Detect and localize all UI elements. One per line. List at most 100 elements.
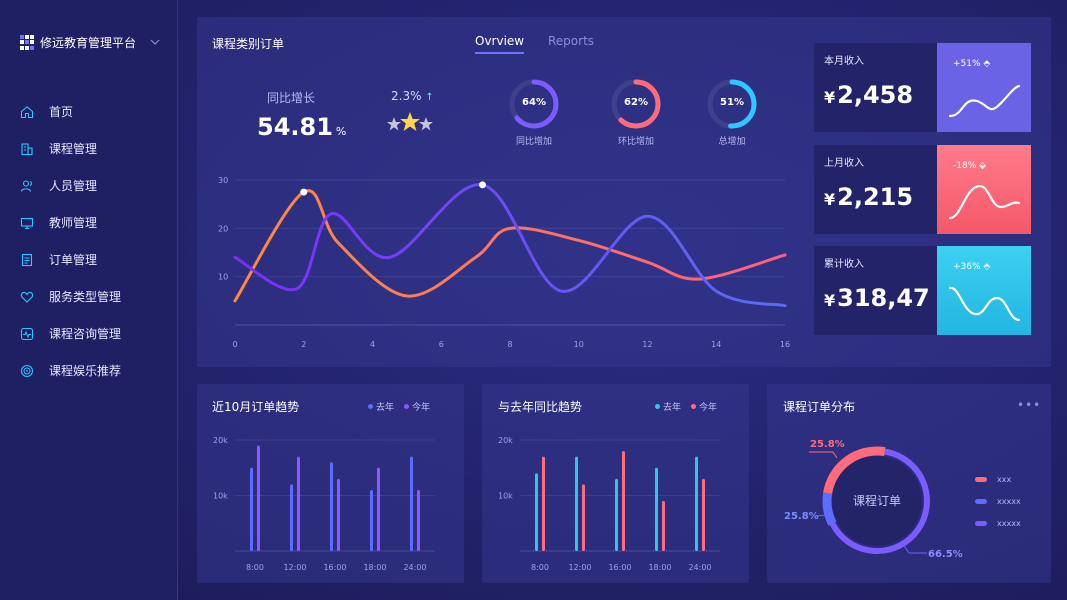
- ring-arc: [509, 79, 559, 129]
- x-tick-label: 24:00: [688, 563, 711, 572]
- legend-dot: [368, 404, 373, 409]
- sidebar-item-users[interactable]: 人员管理: [0, 167, 178, 204]
- legend-dot: [404, 404, 410, 409]
- more-icon[interactable]: •••: [1017, 398, 1042, 412]
- sidebar: 修远教育管理平台 首页 课程管理 人员管理 教师管理 订单管理 服务类型管理: [0, 0, 178, 600]
- ring-label: 总增加: [718, 137, 746, 147]
- document-icon: [21, 253, 33, 266]
- kpi-pct: +36% ⬘: [953, 262, 991, 272]
- bar: [622, 451, 625, 551]
- ring-arc: [707, 79, 757, 129]
- label-leader: [902, 543, 927, 554]
- target-icon: [20, 364, 34, 377]
- pie-legend-item: xxx: [975, 475, 1011, 484]
- pie-panel: [767, 384, 1051, 583]
- x-tick-label: 8:00: [246, 563, 264, 572]
- pie-panel-title: 课程订单分布: [783, 400, 856, 414]
- sidebar-item-orders[interactable]: 订单管理: [0, 241, 178, 278]
- donut-slice: [829, 448, 930, 554]
- x-tick-label: 8: [507, 340, 512, 349]
- slice-pct-label: 66.5%: [928, 549, 963, 560]
- kpi-sparkline-panel: -18% ⬙: [937, 145, 1031, 234]
- kpi-card-this-month[interactable]: 本月收入 ¥2,458 +51% ⬘: [814, 43, 1031, 132]
- x-tick-label: 18:00: [648, 563, 671, 572]
- sidebar-nav: 首页 课程管理 人员管理 教师管理 订单管理 服务类型管理 课程咨询管理 课程: [0, 93, 178, 389]
- kpi-sparkline-panel: +36% ⬘: [937, 246, 1031, 335]
- sidebar-item-consulting[interactable]: 课程咨询管理: [0, 315, 178, 352]
- y-tick-label: 10k: [498, 492, 513, 501]
- sidebar-item-recommendations[interactable]: 课程娱乐推荐: [0, 352, 178, 389]
- logo-icon: [20, 35, 35, 50]
- sparkline-icon: [949, 84, 1021, 118]
- label-leader: [809, 451, 838, 459]
- bar: [582, 484, 585, 551]
- pie-legend-item: xxxxx: [975, 497, 1021, 506]
- y-tick-label: 10: [218, 273, 228, 282]
- legend-dot: [655, 404, 660, 409]
- sidebar-item-label: 课程娱乐推荐: [49, 364, 122, 378]
- highlight-point: [479, 181, 486, 189]
- star-rating: [387, 112, 433, 131]
- sidebar-item-label: 教师管理: [49, 216, 98, 230]
- donut-slice: [822, 492, 837, 526]
- highlight-point: [300, 188, 308, 196]
- donut-slice: [823, 446, 886, 495]
- bar-panel-title: 近10月订单趋势: [212, 400, 300, 414]
- y-tick-label: 20k: [498, 436, 513, 445]
- bar: [290, 484, 293, 551]
- users-icon: [20, 179, 32, 192]
- sidebar-item-service-types[interactable]: 服务类型管理: [0, 278, 178, 315]
- heart-icon: [20, 291, 34, 303]
- pie-legend-item: xxxxx: [975, 519, 1021, 528]
- line-chart: 10 20 30 0 2 4 6 8 10 12 14 16: [218, 176, 790, 349]
- y-tick-label: 30: [218, 176, 228, 185]
- kpi-value: ¥2,215: [824, 183, 914, 211]
- sidebar-item-home[interactable]: 首页: [0, 93, 178, 130]
- monitor-icon: [20, 217, 34, 229]
- sidebar-item-courses[interactable]: 课程管理: [0, 130, 178, 167]
- kpi-card-total[interactable]: 累计收入 ¥318,47 +36% ⬘: [814, 246, 1031, 335]
- star-icon: [419, 117, 433, 131]
- legend-dot: [691, 404, 697, 409]
- kpi-sparkline-panel: +51% ⬘: [937, 43, 1031, 132]
- building-icon: [21, 142, 33, 155]
- y-tick-label: 20k: [213, 436, 228, 445]
- x-tick-label: 24:00: [403, 563, 426, 572]
- y-tick-label: 20: [218, 224, 228, 233]
- chevron-down-icon[interactable]: [150, 37, 160, 47]
- bar: [542, 456, 545, 551]
- brand-name: 修远教育管理平台: [40, 36, 137, 50]
- arrow-up-icon: ↑: [425, 92, 434, 103]
- bar: [655, 467, 658, 551]
- pulse-icon: [20, 327, 34, 340]
- kpi-value: ¥318,47: [824, 284, 930, 312]
- bar: [702, 478, 705, 551]
- tab-reports[interactable]: Reports: [548, 34, 595, 48]
- series-line: [233, 183, 787, 308]
- bar: [257, 445, 260, 551]
- growth-value: 54.81%: [257, 113, 347, 141]
- sidebar-item-label: 人员管理: [49, 179, 98, 193]
- sidebar-item-teachers[interactable]: 教师管理: [0, 204, 178, 241]
- kpi-card-last-month[interactable]: 上月收入 ¥2,215 -18% ⬙: [814, 145, 1031, 234]
- bar: [337, 478, 340, 551]
- home-icon: [20, 105, 34, 118]
- bar: [330, 462, 333, 551]
- bar: [535, 473, 538, 551]
- bar: [662, 501, 665, 551]
- slice-pct-label: 25.8%: [784, 511, 819, 522]
- bar: [410, 456, 413, 551]
- tab-overview[interactable]: Ovrview: [475, 34, 525, 54]
- main-panel-title: 课程类别订单: [212, 37, 285, 51]
- legend-label: 去年: [663, 403, 682, 413]
- sidebar-item-label: 课程管理: [49, 142, 98, 156]
- brand[interactable]: 修远教育管理平台: [20, 34, 160, 51]
- rating-value: 2.3% ↑: [391, 89, 434, 103]
- sparkline-icon: [949, 184, 1021, 220]
- trend-icon: ⬘: [983, 59, 991, 69]
- sidebar-item-label: 首页: [49, 105, 74, 119]
- x-tick-label: 10: [574, 340, 584, 349]
- x-tick-label: 6: [439, 340, 444, 349]
- donut-center: [832, 456, 922, 546]
- bar: [297, 456, 300, 551]
